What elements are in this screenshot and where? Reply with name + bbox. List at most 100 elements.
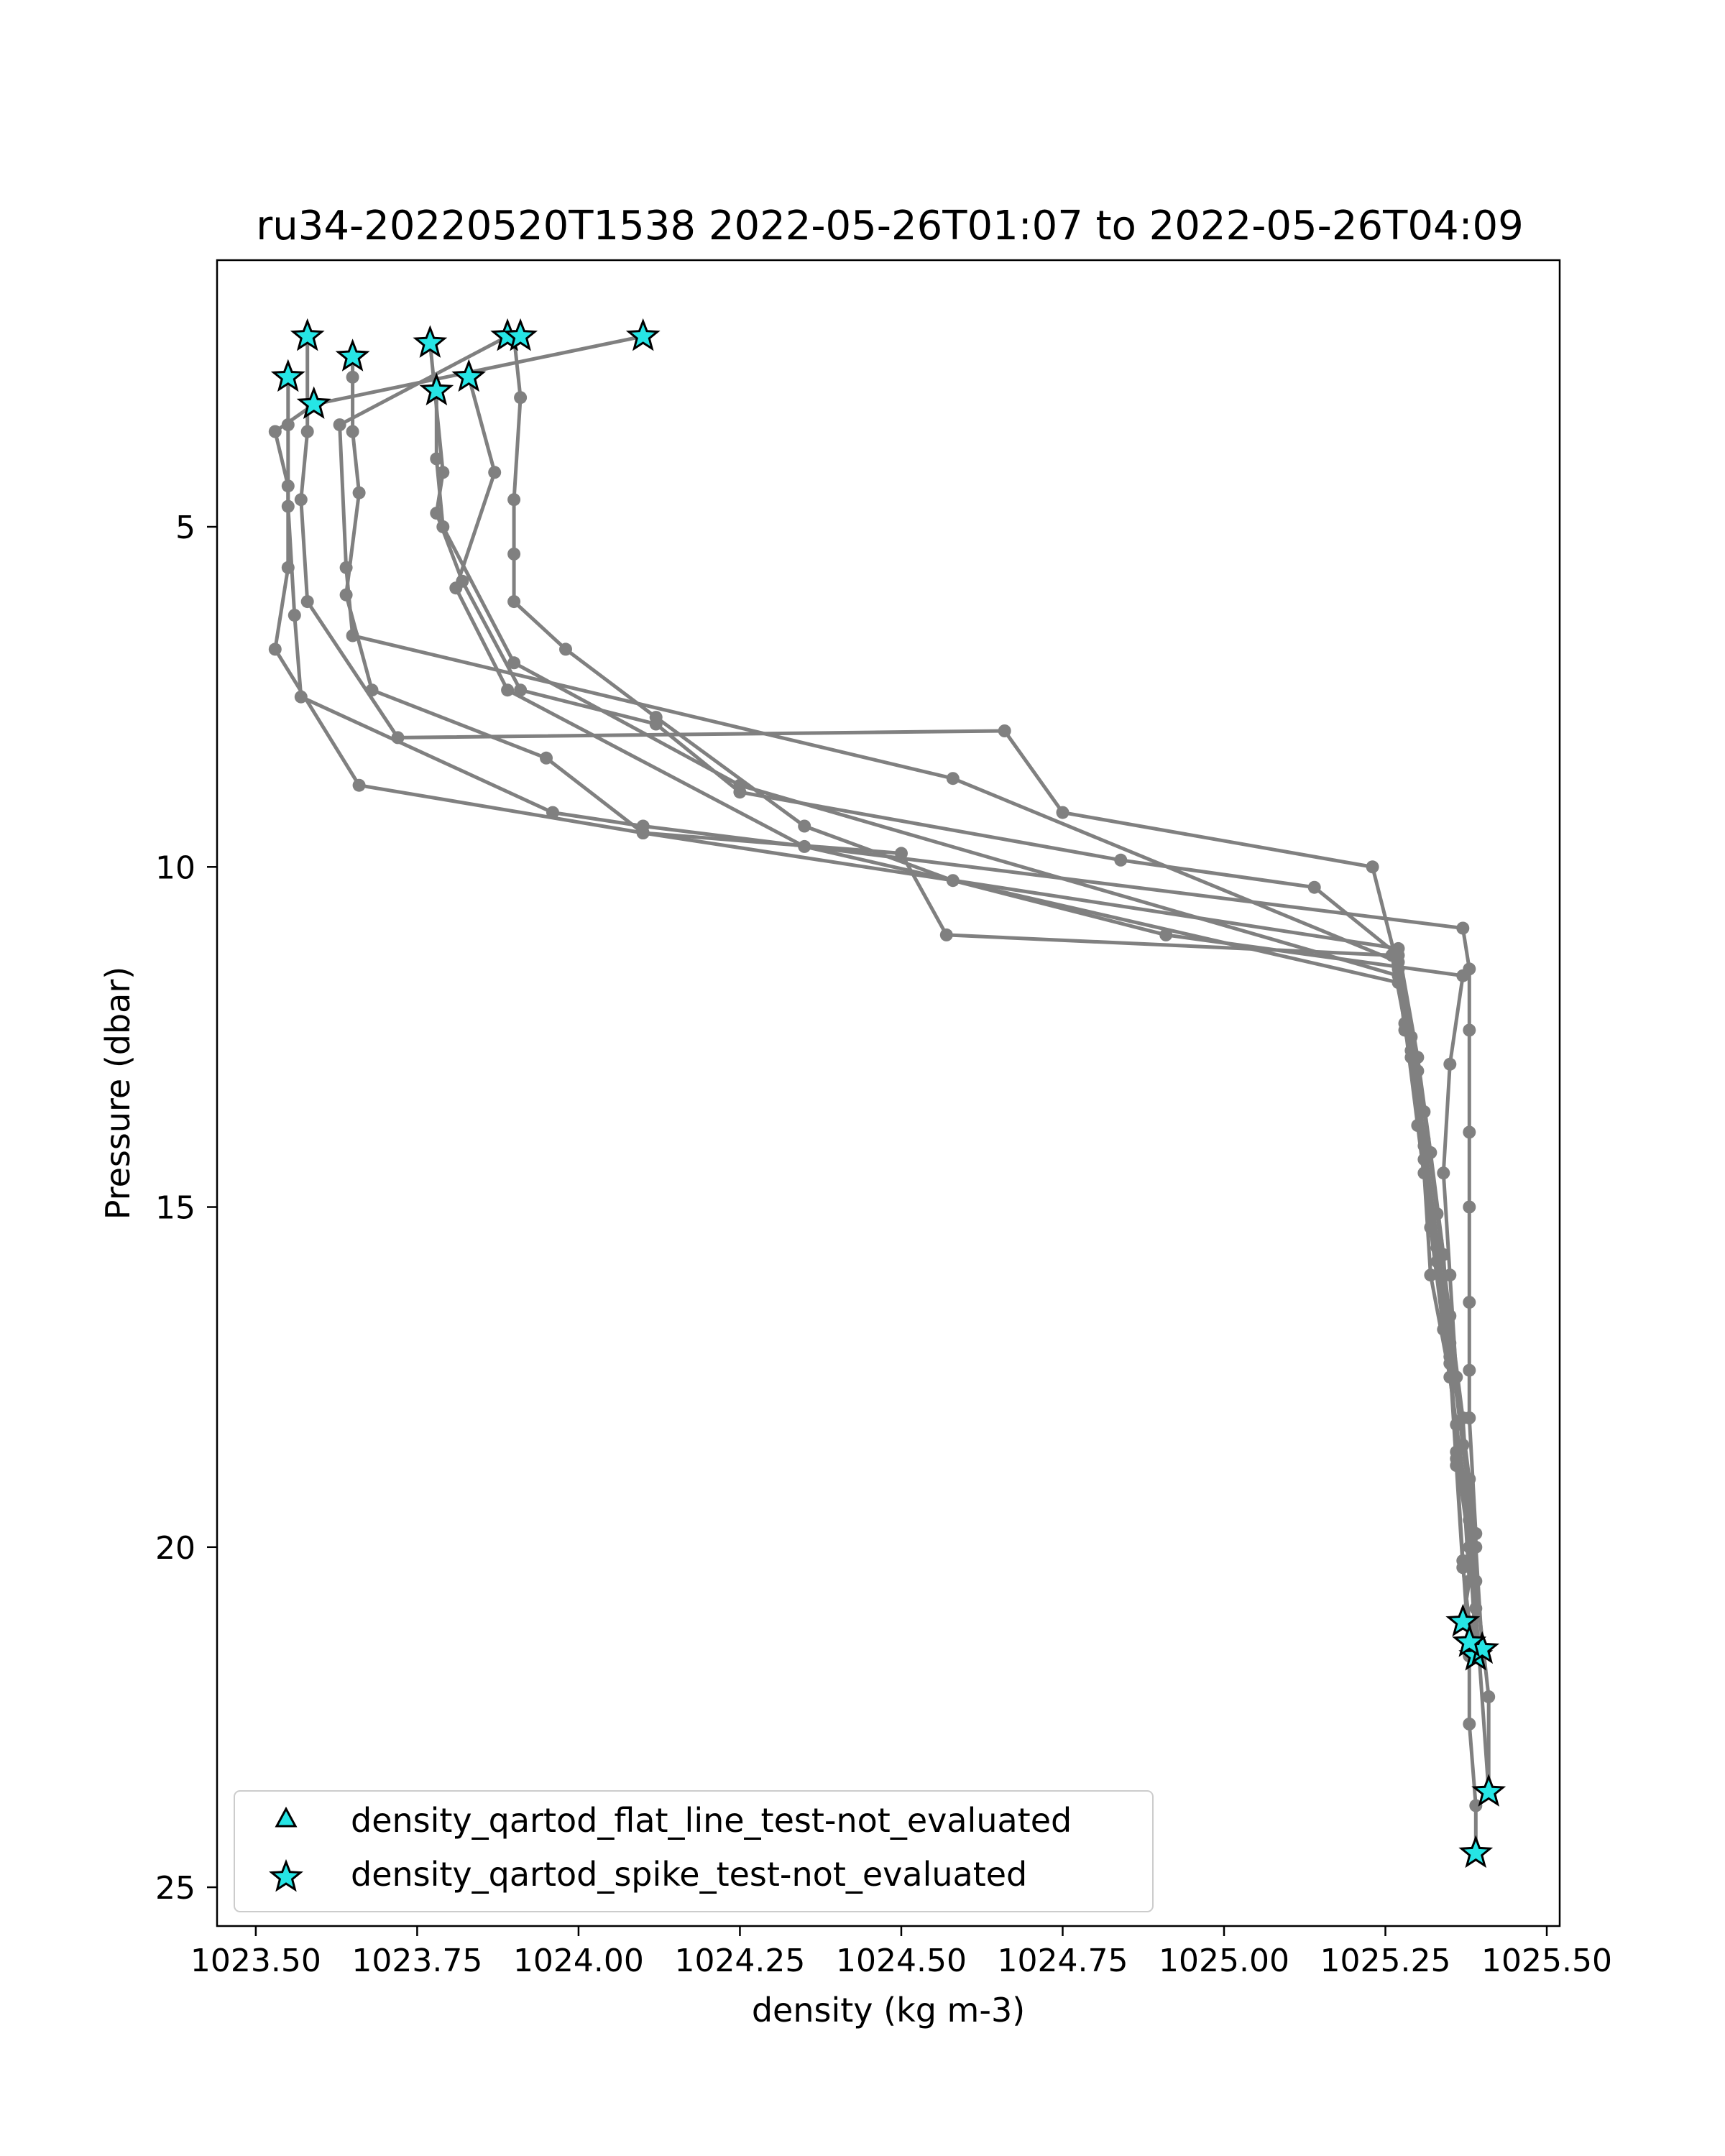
data-point bbox=[436, 520, 450, 533]
data-point bbox=[1456, 1561, 1470, 1575]
legend: density_qartod_flat_line_test-not_evalua… bbox=[234, 1790, 1154, 1912]
spike-test-star bbox=[296, 386, 331, 419]
data-point bbox=[507, 547, 521, 561]
data-point bbox=[1456, 921, 1470, 935]
y-tick-label: 5 bbox=[175, 510, 196, 546]
data-point bbox=[1114, 853, 1128, 867]
data-point bbox=[1463, 962, 1476, 976]
spike-test-star bbox=[1452, 1624, 1487, 1657]
data-point bbox=[1307, 880, 1321, 894]
y-tick-label: 10 bbox=[155, 849, 196, 886]
spike-test-star bbox=[419, 372, 454, 406]
x-tick-label: 1024.00 bbox=[513, 1943, 644, 1979]
plot-frame bbox=[216, 259, 1561, 1927]
marker-layer bbox=[270, 318, 1506, 1869]
data-point bbox=[268, 425, 282, 438]
data-point bbox=[300, 595, 314, 609]
data-point bbox=[946, 772, 960, 786]
x-tick-label: 1023.50 bbox=[190, 1943, 321, 1979]
x-tick-label: 1024.50 bbox=[836, 1943, 967, 1979]
data-point bbox=[1392, 955, 1405, 969]
series-6 bbox=[281, 370, 1483, 1663]
data-point bbox=[1482, 1690, 1496, 1703]
data-point bbox=[1443, 1057, 1457, 1071]
data-point bbox=[1463, 1540, 1476, 1554]
legend-entry-spike: density_qartod_spike_test-not_evaluated bbox=[351, 1855, 1027, 1894]
x-axis-label: density (kg m-3) bbox=[752, 1991, 1025, 2030]
data-point bbox=[546, 806, 559, 819]
data-point bbox=[798, 839, 811, 853]
series-9 bbox=[333, 330, 1483, 1649]
data-point bbox=[1424, 1268, 1438, 1282]
y-tick-label: 25 bbox=[155, 1870, 196, 1907]
data-point bbox=[1437, 1166, 1450, 1180]
data-point bbox=[300, 425, 314, 438]
data-point bbox=[1463, 1363, 1476, 1377]
data-point bbox=[1443, 1343, 1457, 1357]
data-point bbox=[1463, 1023, 1476, 1037]
spike-test-star bbox=[290, 318, 325, 351]
data-point bbox=[365, 683, 379, 697]
data-point bbox=[507, 595, 521, 609]
data-point bbox=[346, 425, 359, 438]
data-point bbox=[449, 581, 463, 595]
spike-test-star bbox=[451, 359, 487, 392]
data-point bbox=[339, 561, 353, 574]
data-point bbox=[1417, 1139, 1431, 1153]
x-tick-label: 1024.25 bbox=[674, 1943, 805, 1979]
data-point bbox=[430, 452, 443, 466]
x-tick-label: 1023.75 bbox=[351, 1943, 482, 1979]
legend-entry-flat-line: density_qartod_flat_line_test-not_evalua… bbox=[351, 1801, 1072, 1840]
data-point bbox=[514, 391, 528, 405]
data-point bbox=[1469, 1602, 1483, 1615]
data-point bbox=[798, 819, 811, 833]
y-axis-label: Pressure (dbar) bbox=[98, 967, 137, 1220]
data-point bbox=[268, 642, 282, 656]
x-tick-label: 1024.75 bbox=[998, 1943, 1128, 1979]
data-point bbox=[507, 493, 521, 507]
x-tick-label: 1025.25 bbox=[1320, 1943, 1451, 1979]
spike-test-star bbox=[1458, 1835, 1494, 1869]
data-point bbox=[939, 928, 953, 941]
y-tick-label: 15 bbox=[155, 1190, 196, 1227]
data-point bbox=[346, 370, 359, 384]
spike-test-star bbox=[1471, 1774, 1506, 1807]
data-point bbox=[636, 819, 650, 833]
data-point bbox=[488, 466, 502, 479]
y-axis-ticks: 5 10 15 20 25 bbox=[155, 510, 217, 1907]
series-line bbox=[286, 377, 1478, 1657]
legend-box bbox=[234, 1790, 1154, 1912]
data-point bbox=[1366, 860, 1379, 874]
data-point bbox=[352, 778, 366, 792]
x-tick-label: 1025.50 bbox=[1481, 1943, 1612, 1979]
data-point bbox=[333, 418, 346, 432]
data-point bbox=[1392, 941, 1405, 955]
data-point bbox=[352, 486, 366, 499]
x-tick-label: 1025.00 bbox=[1159, 1943, 1289, 1979]
chart-title: ru34-20220520T1538 2022-05-26T01:07 to 2… bbox=[256, 203, 1523, 249]
data-point bbox=[1463, 1125, 1476, 1139]
data-point bbox=[649, 711, 663, 724]
y-tick-label: 20 bbox=[155, 1530, 196, 1567]
data-point bbox=[346, 629, 359, 642]
spike-test-star bbox=[270, 359, 305, 392]
data-point bbox=[294, 493, 308, 507]
data-point bbox=[1404, 1044, 1418, 1057]
data-point bbox=[281, 499, 295, 513]
spike-test-star bbox=[625, 318, 661, 351]
x-axis-ticks: 1023.50 1023.75 1024.00 1024.25 1024.50 1024.… bbox=[190, 1926, 1612, 1979]
data-point bbox=[1463, 1717, 1476, 1731]
data-point bbox=[1463, 1296, 1476, 1309]
legend-star-marker bbox=[269, 1858, 303, 1892]
data-point bbox=[540, 751, 553, 765]
spike-test-star bbox=[503, 318, 538, 351]
data-point bbox=[507, 656, 521, 670]
spike-test-star bbox=[335, 338, 370, 372]
legend-triangle-marker bbox=[275, 1806, 298, 1828]
data-point bbox=[288, 609, 301, 622]
data-point bbox=[1469, 1799, 1483, 1812]
data-point bbox=[501, 683, 515, 697]
data-point bbox=[733, 778, 747, 792]
data-point bbox=[559, 642, 572, 656]
